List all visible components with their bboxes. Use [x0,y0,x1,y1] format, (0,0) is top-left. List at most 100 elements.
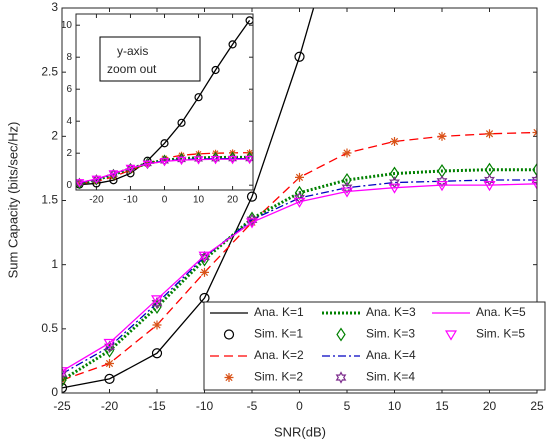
marker [151,348,163,359]
marker [108,170,119,179]
marker [294,51,305,62]
x-tick-label: 0 [296,399,303,413]
marker [436,181,448,192]
marker [103,338,116,350]
legend: Ana. K=1 Sim. K=1 Ana. K=2 Sim. K=2 Ana. K=3… [203,301,546,391]
x-tick-label: 0 [162,195,168,206]
marker [388,183,401,194]
marker [246,213,258,226]
marker [200,267,209,277]
y-tick-label: 6 [66,84,72,95]
y-tick-label: 4 [66,116,72,127]
y-tick-label: 3 [51,0,58,14]
legend-label: Ana. K=2 [254,348,304,362]
marker [104,340,115,354]
y-axis-label: Sum Capacity (bits/sec/Hz) [5,122,20,279]
y-tick-label: 2.5 [41,64,58,78]
annotation-box [99,36,201,82]
marker [293,197,306,208]
marker [160,139,169,148]
y-tick-label: 8 [66,52,72,63]
x-tick-label: -5 [247,399,258,413]
marker [228,40,237,49]
annotation: y-axis [117,44,148,58]
legend-marker [445,330,457,341]
axes-box [75,13,254,191]
marker [389,166,400,181]
y-tick-label: 1 [51,257,58,271]
legend-label: Ana. K=5 [476,305,526,319]
marker [151,295,163,306]
x-axis-label: SNR(dB) [274,424,326,439]
line [79,155,250,186]
marker [210,155,221,165]
x-tick-label: 5 [344,399,351,413]
marker [76,179,85,188]
marker [390,136,399,146]
legend-label: Sim. K=1 [254,327,303,341]
line [62,183,537,372]
y-tick-label: 1.5 [41,193,58,207]
marker [245,16,253,25]
marker [151,296,163,310]
marker [126,166,134,174]
inset-plot: -20 -10 0 10 20 0 2 4 6 8 10 y-axis zoom out [61,13,254,206]
legend-label: Ana. K=4 [366,348,416,362]
marker [159,158,170,167]
line [62,179,537,375]
x-tick-label: 10 [388,399,402,413]
series-group [62,8,537,393]
legend-label: Sim. K=5 [476,327,525,341]
legend-label: Sim. K=3 [366,327,415,341]
marker [193,156,204,165]
line [79,158,250,184]
marker [176,156,187,166]
legend-label: Ana. K=1 [254,305,304,319]
marker [531,179,537,190]
x-tick-label: -15 [148,399,166,413]
marker [142,160,153,169]
marker [62,382,68,393]
marker [246,218,258,229]
marker [125,164,136,174]
marker [62,367,68,380]
marker [532,162,537,177]
y-tick-label: 0 [51,385,58,399]
marker [194,93,203,102]
x-tick-label: -10 [196,399,214,413]
legend-marker [335,371,347,384]
marker [104,373,115,384]
y-tick-label: 10 [61,20,73,31]
marker [62,367,68,378]
marker [341,181,353,194]
marker [76,180,83,188]
axes-box [61,7,538,394]
marker [62,373,67,388]
marker [211,65,220,75]
y-tick-label: 0 [66,180,72,191]
annotation: zoom out [107,62,157,76]
y-tick-label: 2 [51,129,58,143]
marker [227,155,238,165]
x-tick-label: 10 [193,195,205,206]
marker [91,175,102,184]
line [79,20,251,186]
marker [295,172,304,182]
marker [531,173,537,187]
legend-label: Sim. K=2 [254,370,303,384]
marker [437,131,447,141]
marker [485,129,494,139]
legend-marker [224,373,234,382]
x-tick-label: -20 [89,195,104,206]
legend-marker [336,327,346,342]
marker [342,172,352,187]
x-tick-label: 15 [435,399,449,413]
x-tick-label: 20 [227,195,239,206]
marker [341,187,353,198]
x-tick-label: -10 [123,195,138,206]
legend-box [203,301,546,391]
x-tick-label: -25 [53,399,71,413]
y-tick-label: 0.5 [41,321,58,335]
x-tick-label: -20 [101,399,119,413]
